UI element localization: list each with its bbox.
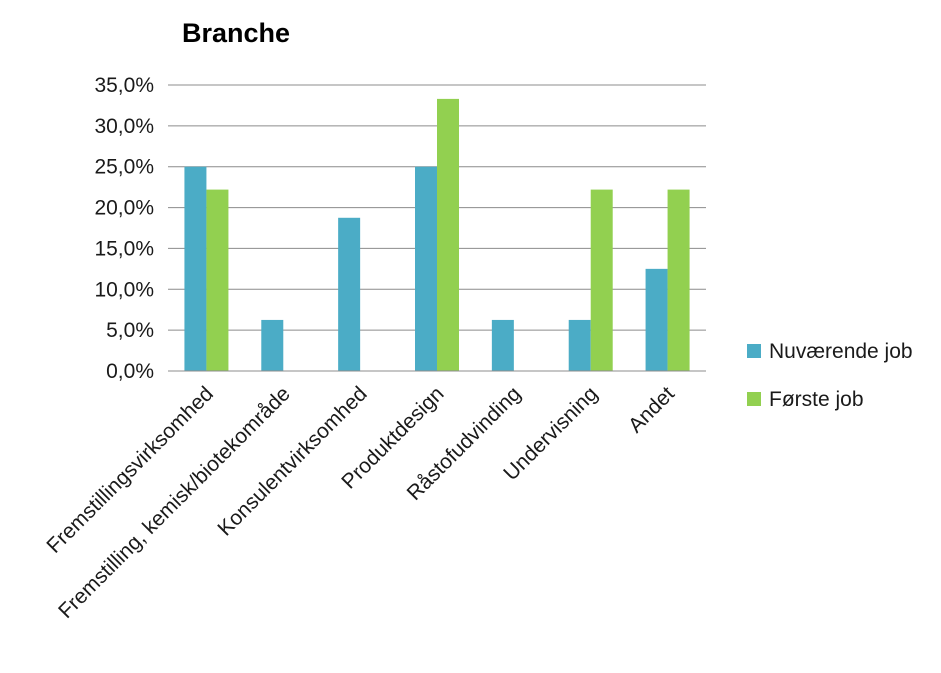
x-category-label: Konsulentvirksomhed — [213, 382, 371, 540]
y-tick-label: 35,0% — [94, 74, 154, 97]
bar — [590, 189, 613, 371]
y-axis-tick-labels: 0,0% 5,0% 10,0% 15,0% 20,0% 25,0% 30,0% 35,0% — [94, 74, 154, 383]
bar — [568, 319, 591, 371]
y-tick-label: 5,0% — [106, 319, 154, 342]
bar — [261, 319, 284, 371]
y-tick-label: 15,0% — [94, 237, 154, 260]
y-tick-label: 0,0% — [106, 360, 154, 383]
legend-swatch — [747, 392, 761, 406]
chart-title: Branche — [182, 18, 290, 48]
y-tick-label: 30,0% — [94, 115, 154, 138]
bar — [667, 189, 690, 371]
bar — [184, 166, 207, 371]
y-tick-label: 20,0% — [94, 197, 154, 220]
legend-label: Første job — [769, 388, 864, 411]
x-category-label: Andet — [624, 382, 679, 437]
bar — [206, 189, 229, 371]
bar — [338, 217, 361, 371]
legend-label: Nuværende job — [769, 340, 913, 363]
bars — [184, 98, 690, 372]
bar — [437, 98, 459, 372]
bar — [415, 166, 437, 371]
bar — [491, 319, 514, 371]
y-tick-label: 25,0% — [94, 156, 154, 179]
legend: Nuværende job Første job — [747, 340, 913, 411]
y-tick-label: 10,0% — [94, 278, 154, 301]
legend-swatch — [747, 344, 761, 358]
bar — [645, 268, 668, 371]
